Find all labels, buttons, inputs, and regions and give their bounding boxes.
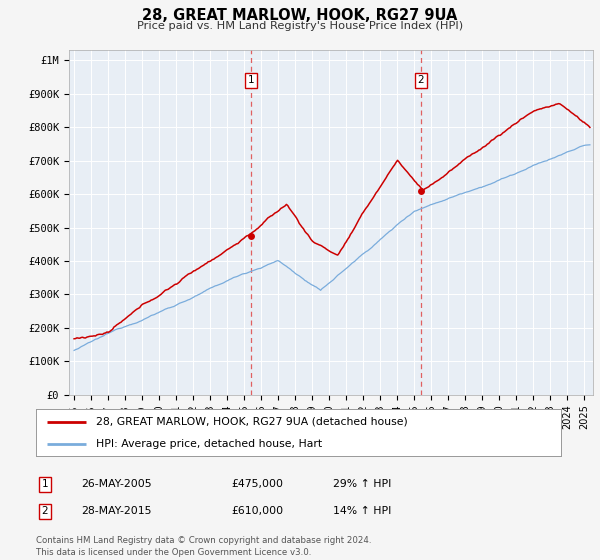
Text: 14% ↑ HPI: 14% ↑ HPI xyxy=(333,506,391,516)
Text: 28, GREAT MARLOW, HOOK, RG27 9UA (detached house): 28, GREAT MARLOW, HOOK, RG27 9UA (detach… xyxy=(97,417,408,427)
Text: 26-MAY-2005: 26-MAY-2005 xyxy=(81,479,152,489)
Text: 28, GREAT MARLOW, HOOK, RG27 9UA: 28, GREAT MARLOW, HOOK, RG27 9UA xyxy=(142,8,458,24)
Text: 1: 1 xyxy=(41,479,49,489)
Text: 1: 1 xyxy=(248,76,254,86)
Text: £475,000: £475,000 xyxy=(231,479,283,489)
Text: 29% ↑ HPI: 29% ↑ HPI xyxy=(333,479,391,489)
Text: Price paid vs. HM Land Registry's House Price Index (HPI): Price paid vs. HM Land Registry's House … xyxy=(137,21,463,31)
Text: Contains HM Land Registry data © Crown copyright and database right 2024.
This d: Contains HM Land Registry data © Crown c… xyxy=(36,536,371,557)
Text: 2: 2 xyxy=(418,76,424,86)
Text: £610,000: £610,000 xyxy=(231,506,283,516)
Text: 28-MAY-2015: 28-MAY-2015 xyxy=(81,506,151,516)
Text: HPI: Average price, detached house, Hart: HPI: Average price, detached house, Hart xyxy=(97,438,323,449)
Text: 2: 2 xyxy=(41,506,49,516)
